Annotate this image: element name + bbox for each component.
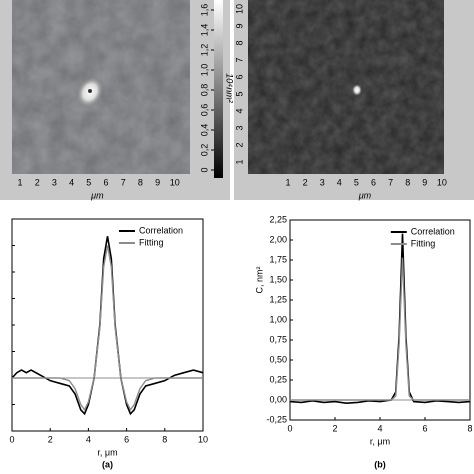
colorbar-label: 1,4 (199, 24, 209, 37)
x-tick-label: 0 (287, 423, 292, 433)
y-tick-label: 9 (234, 23, 244, 28)
legend-label: Correlation (411, 226, 455, 236)
data-line (12, 245, 203, 412)
data-line (289, 233, 471, 405)
x-tick-label: 6 (124, 434, 129, 444)
x-tick-label: 0 (9, 434, 14, 444)
data-line (290, 257, 470, 401)
legend-label: Fitting (139, 237, 164, 247)
y-tick-label: 4 (234, 108, 244, 113)
x-tick-label: 9 (155, 177, 160, 187)
x-tick-label: 4 (337, 177, 342, 187)
x-tick-label: 7 (388, 177, 393, 187)
x-tick-label: 2 (48, 434, 53, 444)
x-tick-label: 8 (405, 177, 410, 187)
y-tick-label: 10 (234, 4, 244, 14)
x-axis-label: r, μm (370, 436, 390, 446)
x-tick-label: 4 (377, 423, 382, 433)
x-tick-label: 1 (17, 177, 22, 187)
x-tick-label: 10 (198, 434, 208, 444)
colorbar-label: 1,6 (199, 4, 209, 17)
x-tick-label: 6 (371, 177, 376, 187)
y-tick-label: 2 (234, 142, 244, 147)
panel-label: (a) (102, 459, 113, 469)
colorbar-label: 0,4 (199, 124, 209, 137)
x-tick-label: 6 (422, 423, 427, 433)
x-tick-label: 3 (52, 177, 57, 187)
corr-texture (248, 0, 444, 174)
x-tick-label: 5 (86, 177, 91, 187)
y-tick-label: 0,75 (269, 334, 287, 344)
plot-frame (289, 219, 471, 421)
x-tick-label: 2 (35, 177, 40, 187)
y-tick-label: 2,25 (269, 214, 287, 224)
x-tick-label: 2 (332, 423, 337, 433)
x-axis-label: r, μm (97, 447, 117, 457)
x-axis-label: μm (90, 190, 104, 200)
y-tick-label: 0,25 (269, 374, 287, 384)
x-axis-label: μm (358, 190, 372, 200)
x-tick-label: 10 (437, 177, 447, 187)
y-tick-label: 7 (234, 57, 244, 62)
x-tick-label: 3 (320, 177, 325, 187)
y-tick-label: 6 (234, 74, 244, 79)
x-tick-label: 8 (138, 177, 143, 187)
corr-peak (352, 84, 362, 96)
x-tick-label: 7 (121, 177, 126, 187)
y-tick-label: -0,25 (266, 414, 287, 424)
x-tick-label: 2 (303, 177, 308, 187)
y-tick-label: 3 (234, 125, 244, 130)
x-tick-label: 10 (170, 177, 180, 187)
colorbar-label: 0,2 (199, 144, 209, 157)
y-tick-label: 1,00 (269, 314, 287, 324)
y-tick-label: 2,00 (269, 234, 287, 244)
colorbar-label: 1,2 (199, 44, 209, 57)
colorbar-unit: 10⁴nm² (225, 73, 235, 103)
panel-label: (b) (374, 459, 386, 469)
y-tick-label: 5 (234, 91, 244, 96)
legend-label: Fitting (411, 238, 436, 248)
y-tick-label: 1,75 (269, 254, 287, 264)
colorbar-label: 0 (199, 167, 209, 172)
x-tick-label: 6 (103, 177, 108, 187)
colorbar (214, 0, 223, 178)
y-axis-label: C, nm² (254, 266, 264, 293)
x-tick-label: 9 (422, 177, 427, 187)
legend-label: Correlation (139, 225, 183, 235)
plot-frame (11, 218, 204, 432)
colorbar-label: 0,6 (199, 104, 209, 117)
data-line (11, 236, 204, 416)
x-tick-label: 5 (354, 177, 359, 187)
y-tick-label: 8 (234, 40, 244, 45)
y-tick-label: 0,50 (269, 354, 287, 364)
x-tick-label: 8 (162, 434, 167, 444)
y-tick-label: 1,50 (269, 274, 287, 284)
colorbar-label: 0,8 (199, 84, 209, 97)
y-tick-label: 0,00 (269, 394, 287, 404)
x-tick-label: 4 (86, 434, 91, 444)
y-tick-label: 1 (234, 159, 244, 164)
x-tick-label: 8 (467, 423, 472, 433)
afm-center (88, 89, 92, 93)
x-tick-label: 1 (285, 177, 290, 187)
y-tick-label: 1,25 (269, 294, 287, 304)
colorbar-label: 1,0 (199, 64, 209, 77)
x-tick-label: 4 (69, 177, 74, 187)
